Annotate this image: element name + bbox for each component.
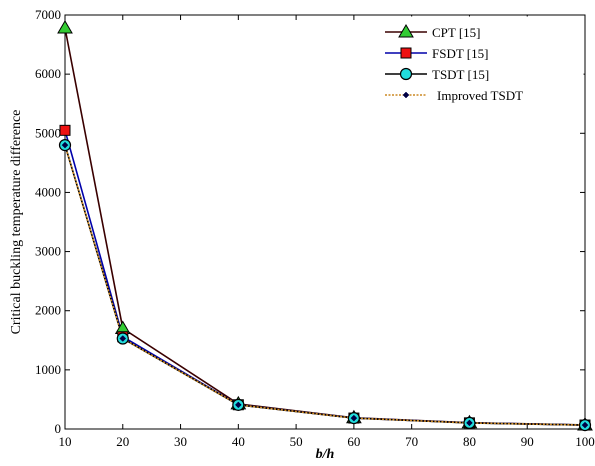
series-3-point (350, 414, 358, 422)
axis-ticks: 10 20 30 40 50 60 70 80 90 1000100020003000400050… (35, 7, 595, 449)
legend-marker-0 (398, 24, 414, 38)
x-tick-label: 90 (521, 434, 534, 449)
series-3-point (119, 335, 127, 342)
x-axis-label: b/h (316, 447, 335, 462)
legend-label-1: FSDT [15] (432, 46, 488, 61)
legend: CPT [15] FSDT [15] TSDT [15] Improved TSDT (379, 16, 584, 110)
legend-marker-2 (399, 67, 413, 81)
y-tick-label: 2000 (35, 303, 61, 318)
series-markers (57, 20, 593, 432)
x-tick-label: 30 (174, 434, 187, 449)
legend-label-2: TSDT [15] (432, 67, 489, 82)
series-3-point (234, 401, 242, 409)
y-tick-label: 4000 (35, 184, 61, 199)
x-tick-label: 10 (59, 434, 72, 449)
series-3-point (466, 419, 473, 427)
y-tick-label: 3000 (35, 244, 61, 259)
legend-label-0: CPT [15] (432, 25, 481, 40)
x-tick-label: 100 (575, 434, 595, 449)
series-line-3 (64, 144, 586, 426)
y-tick-label: 6000 (35, 66, 61, 81)
legend-marker-3 (402, 91, 410, 99)
series-lines (64, 27, 586, 426)
x-tick-label: 80 (463, 434, 476, 449)
x-tick-label: 70 (405, 434, 418, 449)
y-tick-label: 5000 (35, 125, 61, 140)
x-tick-label: 20 (116, 434, 129, 449)
x-tick-label: 40 (232, 434, 245, 449)
x-tick-label: 60 (347, 434, 360, 449)
legend-label-3: Improved TSDT (437, 88, 523, 103)
series-3-point (581, 421, 589, 429)
series-0-point (57, 20, 73, 34)
y-tick-label: 7000 (35, 7, 61, 22)
y-axis-label: Critical buckling temperature difference (9, 110, 24, 335)
y-tick-label: 0 (55, 421, 62, 436)
series-3-point (61, 141, 69, 149)
x-tick-label: 50 (290, 434, 303, 449)
series-1-point (59, 124, 71, 136)
legend-marker-1 (400, 47, 412, 59)
y-tick-label: 1000 (35, 362, 61, 377)
